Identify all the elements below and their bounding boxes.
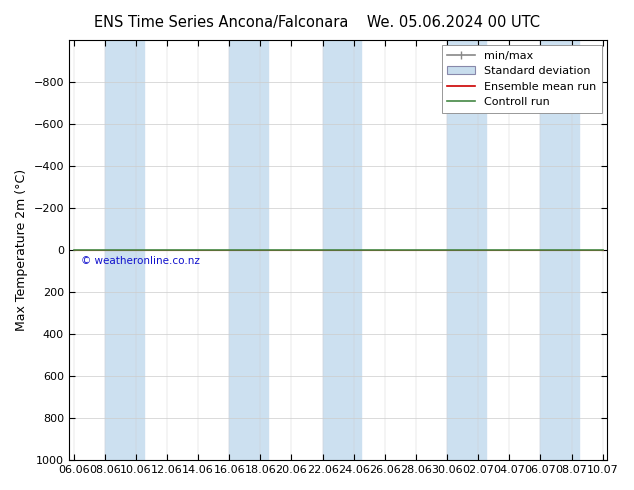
Bar [323, 40, 361, 460]
Bar [230, 40, 268, 460]
Bar [447, 40, 486, 460]
Bar [540, 40, 579, 460]
Text: © weatheronline.co.nz: © weatheronline.co.nz [81, 256, 200, 266]
Text: ENS Time Series Ancona/Falconara    We. 05.06.2024 00 UTC: ENS Time Series Ancona/Falconara We. 05.… [94, 15, 540, 30]
Y-axis label: Max Temperature 2m (°C): Max Temperature 2m (°C) [15, 169, 28, 331]
Legend: min/max, Standard deviation, Ensemble mean run, Controll run: min/max, Standard deviation, Ensemble me… [442, 45, 602, 113]
Bar [105, 40, 144, 460]
